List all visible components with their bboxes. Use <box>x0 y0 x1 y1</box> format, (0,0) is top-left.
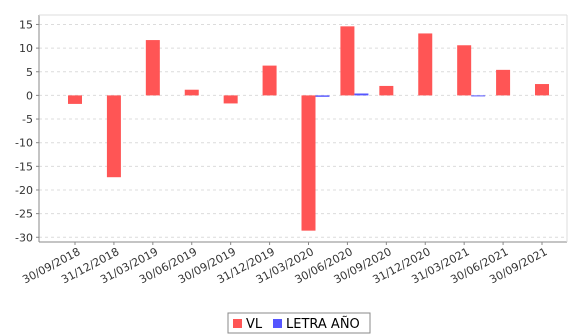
bar-vl <box>340 26 355 96</box>
bar-vl <box>145 40 160 96</box>
bar-vl <box>418 33 433 96</box>
y-tick-label: -20 <box>15 184 33 197</box>
bar-vl <box>301 95 316 231</box>
bar-vl <box>457 45 472 96</box>
bar-vl <box>106 95 121 178</box>
bar-letra-ano <box>471 95 486 97</box>
bar-vl <box>68 95 82 104</box>
bar-vl <box>535 84 549 96</box>
bar-letra-ano <box>315 95 330 97</box>
y-tick-label: -15 <box>15 160 33 173</box>
y-tick-label: 5 <box>26 66 33 79</box>
y-tick-label: -30 <box>15 231 33 244</box>
bar-vl <box>223 95 238 104</box>
y-tick-label: -25 <box>15 208 33 221</box>
y-tick-label: -5 <box>22 113 33 126</box>
legend-label: VL <box>246 317 263 332</box>
legend-label: LETRA AÑO <box>286 316 360 332</box>
legend-swatch-letra-ano <box>273 319 282 328</box>
legend-swatch-vl <box>233 319 242 328</box>
y-tick-label: 0 <box>26 89 33 102</box>
legend-box <box>227 312 371 334</box>
bar-vl <box>379 85 394 96</box>
y-tick-label: 10 <box>19 42 33 55</box>
bar-vl <box>184 89 199 96</box>
bar-letra-ano <box>354 93 369 96</box>
y-tick-label: -10 <box>15 137 33 150</box>
bar-vl <box>496 69 511 96</box>
y-tick-label: 15 <box>19 18 33 31</box>
bar-vl <box>262 65 277 96</box>
